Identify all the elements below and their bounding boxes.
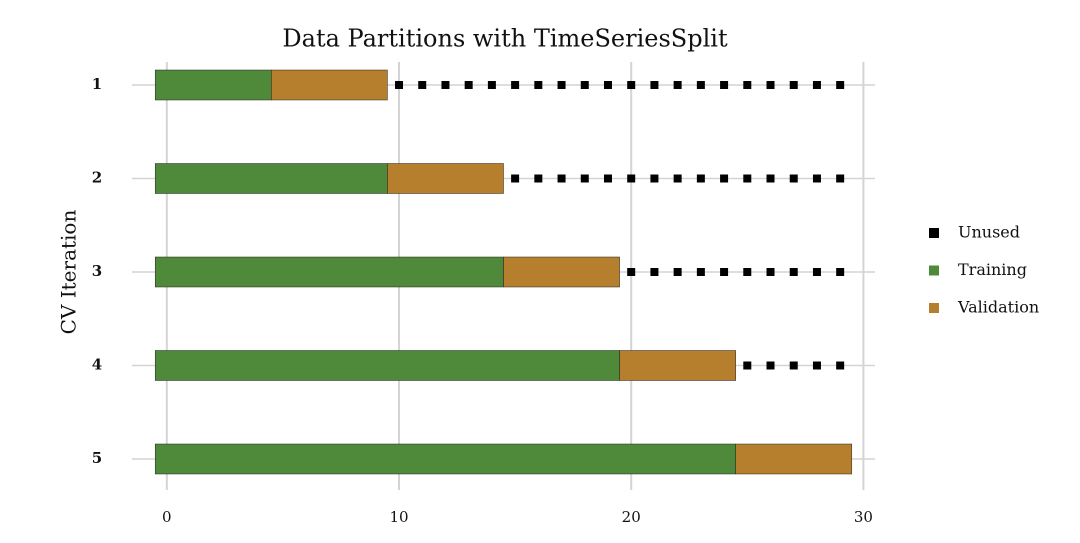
unused-dot bbox=[836, 81, 845, 89]
bar bbox=[271, 69, 388, 101]
unused-dot bbox=[696, 81, 705, 89]
chart-title: Data Partitions with TimeSeriesSplit bbox=[282, 25, 728, 53]
unused-dot bbox=[812, 174, 821, 183]
unused-dot bbox=[720, 268, 729, 276]
unused-dot bbox=[627, 174, 636, 183]
unused-dot bbox=[673, 81, 682, 89]
unused-dots bbox=[395, 81, 845, 89]
y-tick-label: 4 bbox=[92, 356, 102, 374]
unused-dot bbox=[766, 174, 775, 183]
legend-label: Validation bbox=[957, 298, 1039, 317]
bar bbox=[619, 350, 736, 381]
unused-dot bbox=[627, 81, 636, 89]
unused-dot bbox=[836, 174, 845, 183]
unused-dot bbox=[812, 361, 821, 370]
unused-dot bbox=[557, 81, 566, 89]
unused-dot bbox=[720, 174, 729, 183]
unused-dot bbox=[836, 361, 845, 370]
legend-label: Training bbox=[958, 260, 1027, 279]
y-tick-label: 2 bbox=[92, 169, 102, 187]
unused-dot bbox=[580, 81, 589, 89]
x-tick-label: 20 bbox=[622, 508, 641, 526]
unused-dot bbox=[696, 174, 705, 183]
bar bbox=[387, 163, 504, 194]
unused-dot bbox=[789, 174, 798, 183]
unused-dot bbox=[720, 81, 729, 89]
y-axis-label: CV Iteration bbox=[57, 210, 81, 335]
unused-dot bbox=[650, 81, 659, 89]
legend-label: Unused bbox=[958, 223, 1020, 242]
bar bbox=[154, 443, 736, 475]
unused-dots bbox=[627, 268, 845, 276]
unused-dot bbox=[743, 81, 752, 89]
unused-dot bbox=[534, 81, 543, 89]
unused-dot bbox=[650, 174, 659, 183]
unused-dot bbox=[580, 174, 589, 183]
unused-dot bbox=[766, 81, 775, 89]
unused-dot bbox=[464, 81, 473, 89]
unused-dot bbox=[812, 268, 821, 276]
legend-swatch bbox=[929, 265, 939, 276]
unused-dot bbox=[789, 361, 798, 370]
bar bbox=[154, 163, 388, 194]
unused-dot bbox=[534, 174, 543, 183]
unused-dot bbox=[487, 81, 496, 89]
x-tick-label: 30 bbox=[854, 508, 873, 526]
bar bbox=[154, 69, 272, 101]
bar bbox=[154, 350, 620, 381]
unused-dots bbox=[743, 361, 845, 370]
unused-dot bbox=[743, 174, 752, 183]
unused-dot bbox=[743, 361, 752, 370]
unused-dot bbox=[673, 268, 682, 276]
x-tick-label: 0 bbox=[162, 508, 172, 526]
unused-dot bbox=[603, 174, 612, 183]
x-tick-label: 10 bbox=[389, 508, 408, 526]
unused-dot bbox=[766, 268, 775, 276]
unused-dot bbox=[395, 81, 404, 89]
unused-dot bbox=[418, 81, 427, 89]
unused-dot bbox=[766, 361, 775, 370]
unused-dot bbox=[557, 174, 566, 183]
unused-dot bbox=[789, 81, 798, 89]
y-tick-label: 5 bbox=[92, 449, 102, 467]
unused-dot bbox=[511, 174, 520, 183]
y-tick-label: 1 bbox=[92, 75, 102, 93]
unused-dot bbox=[627, 268, 636, 276]
unused-dot bbox=[812, 81, 821, 89]
unused-dot bbox=[789, 268, 798, 276]
unused-dot bbox=[836, 268, 845, 276]
bar bbox=[503, 256, 620, 288]
bar bbox=[154, 256, 504, 288]
y-tick-label: 3 bbox=[92, 262, 102, 280]
legend-swatch bbox=[929, 228, 939, 238]
unused-dot bbox=[441, 81, 450, 89]
legend-swatch bbox=[929, 303, 939, 313]
unused-dot bbox=[603, 81, 612, 89]
unused-dots bbox=[511, 174, 845, 183]
unused-dot bbox=[743, 268, 752, 276]
unused-dot bbox=[673, 174, 682, 183]
unused-dot bbox=[511, 81, 520, 89]
bar bbox=[735, 443, 853, 475]
unused-dot bbox=[696, 268, 705, 276]
unused-dot bbox=[650, 268, 659, 276]
